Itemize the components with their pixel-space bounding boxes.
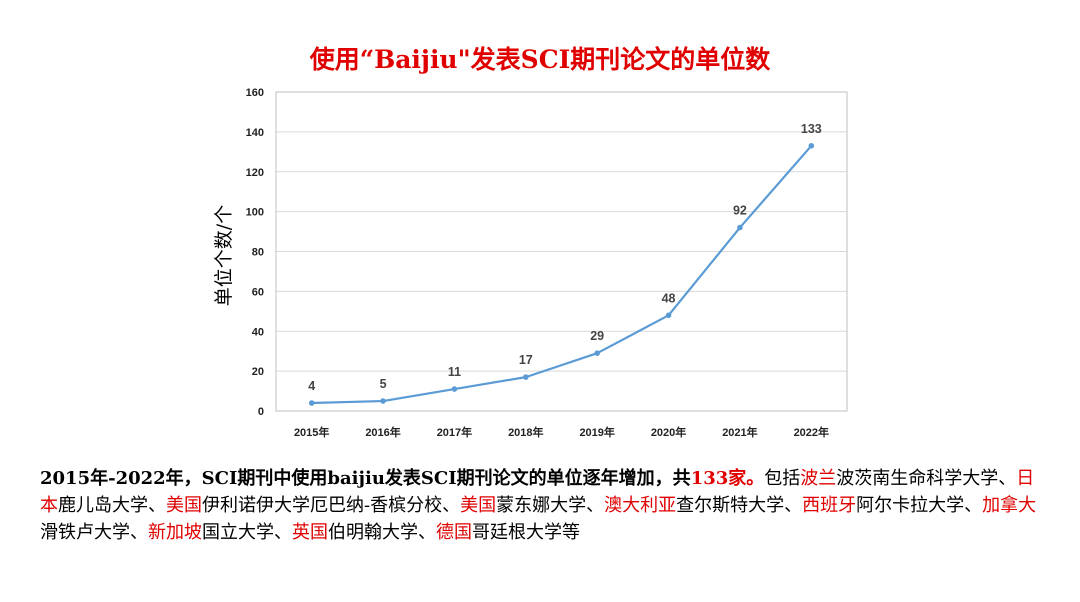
x-tick-label: 2018年 (508, 425, 543, 439)
data-point (308, 400, 315, 406)
caption-institution: 蒙东娜大学 (496, 495, 587, 516)
caption-country: 新加坡 (148, 522, 202, 543)
caption-entries: 波兰波茨南生命科学大学、日本鹿儿岛大学、美国伊利诺伊大学厄巴纳-香槟分校、美国蒙… (40, 468, 1036, 543)
caption-country: 加拿大 (982, 495, 1037, 516)
y-axis-label: 单位个数/个 (213, 205, 235, 306)
data-label: 92 (733, 204, 747, 218)
y-tick-label: 140 (246, 127, 264, 139)
caption-institution: 阿尔卡拉大学 (856, 495, 965, 516)
caption-country: 英国 (292, 522, 328, 543)
caption-country: 德国 (436, 522, 472, 543)
caption-institution: 国立大学 (202, 522, 274, 543)
data-point (523, 374, 529, 380)
caption-country: 西班牙 (802, 495, 857, 516)
x-tick-label: 2019年 (579, 425, 614, 439)
caption-institution: 波茨南生命科学大学 (836, 468, 999, 489)
caption-separator: 、 (418, 522, 436, 543)
data-label: 4 (308, 379, 315, 393)
caption-separator: 、 (586, 495, 605, 516)
caption-institution: 哥廷根大学 (472, 522, 562, 543)
data-points (308, 143, 815, 406)
caption-country: 美国 (460, 495, 497, 516)
caption-institution: 鹿儿岛大学 (58, 495, 148, 516)
caption-separator: 、 (130, 522, 148, 543)
data-point (808, 143, 815, 149)
plot-area (275, 91, 848, 412)
caption-country: 澳大利亚 (604, 495, 677, 516)
x-tick-label: 2017年 (437, 425, 472, 439)
caption-intro: 包括 (764, 468, 801, 489)
caption-separator: 、 (784, 495, 803, 516)
caption-lead: 2015年-2022年，SCI期刊中使用baijiu发表SCI期刊论文的单位逐年… (40, 468, 691, 489)
y-tick-label: 100 (246, 207, 264, 219)
y-tick-label: 80 (252, 247, 264, 259)
x-tick-label: 2021年 (722, 425, 757, 439)
caption-institution: 伊利诺伊大学厄巴纳-香槟分校 (202, 495, 443, 516)
caption-separator: 、 (998, 468, 1017, 489)
data-point (594, 350, 600, 356)
y-tick-label: 160 (246, 87, 264, 99)
data-label: 5 (380, 377, 387, 391)
data-label: 29 (590, 329, 604, 343)
caption-ending: 等 (562, 522, 580, 543)
caption-separator: 、 (442, 495, 461, 516)
data-label: 133 (801, 122, 822, 136)
data-point (380, 398, 386, 404)
x-tick-label: 2016年 (365, 425, 400, 439)
caption-separator: 、 (148, 495, 166, 516)
caption-institution: 查尔斯特大学 (676, 495, 785, 516)
data-point (737, 224, 743, 231)
caption-institution: 滑铁卢大学 (40, 522, 130, 543)
y-axis-ticks: 0 20 40 60 80 100 120 140 160 (246, 87, 264, 418)
data-label: 48 (662, 291, 676, 305)
caption: 2015年-2022年，SCI期刊中使用baijiu发表SCI期刊论文的单位逐年… (40, 465, 1045, 546)
x-tick-label: 2020年 (651, 425, 686, 439)
caption-separator: 、 (274, 522, 292, 543)
caption-country: 美国 (166, 495, 202, 516)
data-point (665, 312, 672, 319)
caption-total: 133家。 (690, 468, 765, 489)
caption-separator: 、 (964, 495, 983, 516)
data-point (451, 386, 458, 392)
x-tick-label: 2015年 (294, 425, 329, 439)
y-tick-label: 60 (252, 286, 264, 298)
y-tick-label: 20 (252, 366, 264, 378)
data-labels: 4 5 11 17 29 48 92 133 (308, 122, 822, 393)
y-tick-label: 0 (258, 406, 264, 418)
chart-title: 使用“Baijiu"发表SCI期刊论文的单位数 (309, 45, 771, 74)
y-tick-label: 40 (252, 326, 264, 338)
series-line (311, 145, 813, 405)
y-tick-label: 120 (246, 167, 264, 179)
caption-country: 波兰 (800, 468, 837, 489)
data-label: 11 (448, 365, 461, 379)
x-axis-ticks: 2015年 2016年 2017年 2018年 2019年 2020年 2021年 2022年 (294, 425, 829, 439)
data-label: 17 (519, 353, 533, 367)
x-tick-label: 2022年 (794, 425, 829, 439)
grid-lines (276, 91, 847, 412)
caption-country: 日本 (40, 468, 1035, 516)
caption-institution: 伯明翰大学 (328, 522, 418, 543)
